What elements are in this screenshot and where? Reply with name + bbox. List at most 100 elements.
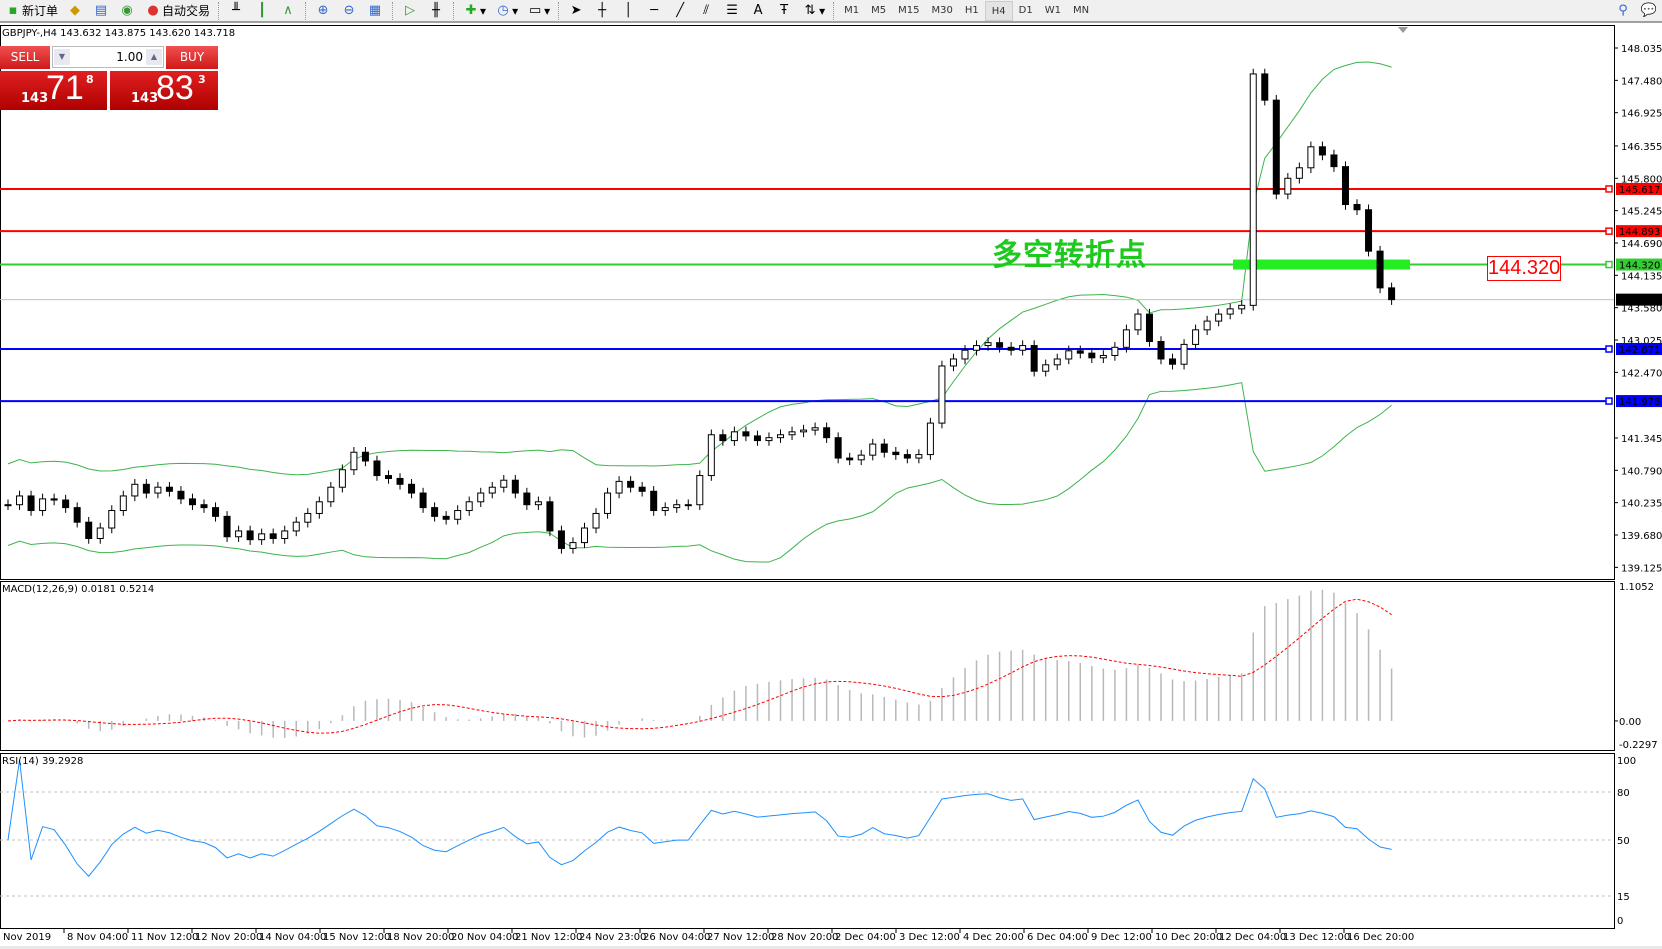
chart-shift-button[interactable]: ╫ — [423, 1, 449, 21]
candle — [1042, 364, 1050, 372]
timeframe-h1[interactable]: H1 — [964, 4, 979, 16]
timeframe-d1[interactable]: D1 — [1018, 4, 1033, 16]
decrease-lot-button[interactable]: ▼ — [54, 49, 70, 65]
timeframe-bar: M1 M5 M15 M30 H1 H4 D1 W1 MN — [838, 0, 1095, 21]
crosshair-button[interactable]: ┼ — [589, 1, 615, 21]
templates-button[interactable]: ▭ ▾ — [522, 1, 554, 21]
signal-icon: ◉ — [121, 2, 133, 18]
candle — [1180, 343, 1188, 365]
candle — [4, 504, 12, 507]
price-tick-label: 139.680 — [1621, 531, 1662, 542]
timeframe-m30[interactable]: M30 — [931, 4, 953, 16]
candle — [292, 521, 300, 532]
market-watch-button[interactable]: ◆ — [62, 1, 88, 21]
rsi-panel-frame — [0, 753, 1615, 929]
sell-price[interactable]: 143 71 8 — [0, 69, 107, 110]
cursor-button[interactable]: ➤ — [563, 1, 589, 21]
line-handle[interactable] — [1605, 227, 1613, 235]
candle — [1145, 313, 1153, 342]
new-order-button[interactable]: ▪ 新订单 — [0, 1, 62, 21]
time-label: 21 Nov 12:00 — [515, 932, 582, 943]
text-label-button[interactable]: Ŧ — [771, 1, 797, 21]
auto-trading-button[interactable]: ● 自动交易 — [140, 1, 214, 21]
line-handle[interactable] — [1605, 185, 1613, 193]
search-icon: ⚲ — [1618, 2, 1628, 18]
candle — [1215, 313, 1223, 322]
signals-button[interactable]: ◉ — [114, 1, 140, 21]
price-tag-bg — [1616, 258, 1662, 271]
bar-chart-button[interactable]: ╨ — [223, 1, 249, 21]
search-button[interactable]: ⚲ — [1610, 1, 1636, 21]
timeframe-m5[interactable]: M5 — [871, 4, 887, 16]
zoom-out-button[interactable]: ⊖ — [336, 1, 362, 21]
chat-button[interactable]: 💬 — [1636, 1, 1662, 21]
price-tick-label: 140.790 — [1621, 466, 1662, 477]
line-chart-button[interactable]: ∧ — [275, 1, 301, 21]
candle — [557, 530, 565, 549]
line-handle[interactable] — [1605, 397, 1613, 405]
navigator-button[interactable]: ▤ — [88, 1, 114, 21]
candle — [765, 437, 773, 442]
timeframe-m1[interactable]: M1 — [844, 4, 860, 16]
buy-price[interactable]: 143 83 3 — [110, 69, 218, 110]
candlestick-button[interactable]: ┃ — [249, 1, 275, 21]
vertical-line-button[interactable]: │ — [615, 1, 641, 21]
price-tick-label: 142.470 — [1621, 368, 1662, 379]
tile-windows-button[interactable]: ▦ — [362, 1, 388, 21]
line-handle[interactable] — [1605, 345, 1613, 353]
candle — [1376, 250, 1384, 289]
pivot-zone-bar[interactable] — [1233, 259, 1410, 270]
candle — [350, 451, 358, 471]
buy-button[interactable]: BUY — [166, 46, 218, 69]
candle — [304, 512, 312, 523]
time-label: 10 Dec 20:00 — [1155, 932, 1222, 943]
increase-lot-button[interactable]: ▲ — [146, 49, 162, 65]
fibonacci-button[interactable]: ☰ — [719, 1, 745, 21]
line-handle[interactable] — [1605, 260, 1613, 269]
indicators-button[interactable]: ✚ ▾ — [458, 1, 490, 21]
candle — [1019, 345, 1027, 351]
trendline-button[interactable]: ╱ — [667, 1, 693, 21]
zoom-in-button[interactable]: ⊕ — [310, 1, 336, 21]
time-label: 8 Nov 04:00 — [67, 932, 128, 943]
periods-button[interactable]: ◷ ▾ — [490, 1, 522, 21]
rsi-tick-label: 50 — [1617, 836, 1630, 847]
indicators-icon: ✚ — [465, 2, 477, 18]
candle — [62, 499, 70, 509]
timeframe-h4[interactable]: H4 — [984, 0, 1013, 21]
candle — [996, 342, 1004, 348]
candle — [581, 527, 588, 544]
candle — [258, 533, 266, 541]
timeframe-mn[interactable]: MN — [1072, 4, 1090, 16]
candle — [984, 342, 992, 347]
channel-button[interactable]: ⫽ — [693, 1, 719, 21]
sell-button[interactable]: SELL — [0, 46, 50, 69]
candle — [1007, 346, 1015, 351]
arrows-button[interactable]: ⇅ ▾ — [797, 1, 829, 21]
price-tick-label: 147.480 — [1621, 76, 1662, 87]
timeframe-w1[interactable]: W1 — [1044, 4, 1061, 16]
price-tag-label: 144.320 — [1619, 261, 1660, 272]
macd-panel-frame — [0, 581, 1615, 751]
chart-shift-marker[interactable] — [1398, 27, 1408, 33]
candle — [777, 434, 785, 439]
auto-scroll-button[interactable]: ▷ — [397, 1, 423, 21]
horizontal-line-button[interactable]: ─ — [641, 1, 667, 21]
chat-icon: 💬 — [1640, 2, 1658, 18]
text-button[interactable]: A — [745, 1, 771, 21]
candle — [154, 486, 162, 494]
candle — [673, 504, 681, 509]
timeframe-m15[interactable]: M15 — [898, 4, 920, 16]
price-tag-bg — [1616, 225, 1662, 238]
lot-size-input[interactable] — [71, 48, 145, 66]
candle — [165, 486, 173, 492]
current-price-tag-bg — [1616, 293, 1662, 306]
macd-signal-line — [7, 598, 1392, 734]
price-tick-label: 146.355 — [1621, 142, 1662, 153]
candle — [1226, 308, 1234, 315]
candle — [638, 486, 646, 492]
candle — [500, 479, 508, 488]
candle — [1388, 287, 1396, 301]
candle — [1099, 354, 1107, 359]
